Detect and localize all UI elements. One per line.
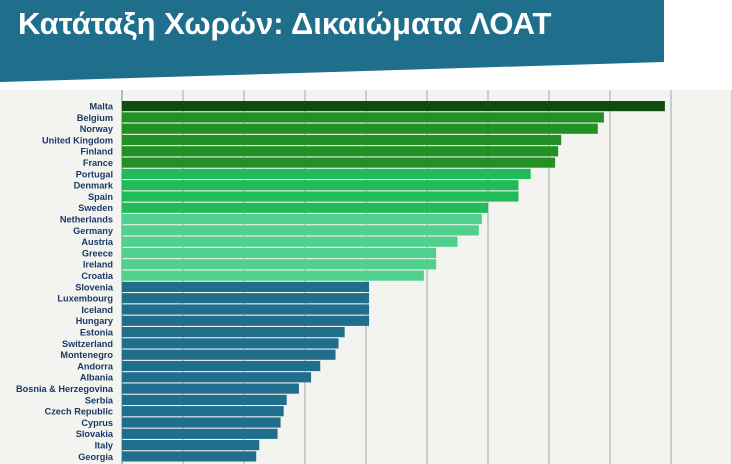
bar <box>122 236 458 247</box>
category-label: Greece <box>82 248 113 258</box>
bar <box>122 406 284 417</box>
bar <box>122 293 370 304</box>
category-label: Switzerland <box>62 339 113 349</box>
category-label: Czech Republic <box>45 407 113 417</box>
category-label: Serbia <box>85 395 114 405</box>
bar <box>122 168 531 179</box>
category-label: Montenegro <box>60 350 113 360</box>
category-label: Luxembourg <box>57 294 113 304</box>
category-label: Norway <box>80 124 114 134</box>
bar <box>122 134 562 146</box>
bar <box>122 327 345 338</box>
bar <box>122 214 482 225</box>
category-label: Germany <box>73 226 114 236</box>
category-label: Slovenia <box>75 282 114 292</box>
title-banner <box>0 0 664 62</box>
category-label: Italy <box>95 441 114 451</box>
category-label: Iceland <box>81 305 113 315</box>
bar <box>122 101 665 112</box>
bar <box>122 281 370 292</box>
category-label: France <box>83 158 113 168</box>
bar <box>122 338 339 349</box>
category-label: Bosnia & Herzegovina <box>16 384 114 394</box>
bar <box>122 304 370 315</box>
bar <box>122 202 488 213</box>
bar <box>122 112 604 123</box>
bar <box>122 428 278 439</box>
page-title: Κατάταξη Χωρών: Δικαιώματα ΛΟΑΤ <box>18 6 552 41</box>
category-label: United Kingdom <box>42 135 113 145</box>
bar-layer <box>122 101 665 462</box>
bar <box>122 146 559 157</box>
category-label: Sweden <box>78 203 113 213</box>
bar <box>122 451 257 462</box>
bar <box>122 349 336 360</box>
bar <box>122 270 424 281</box>
bar <box>122 225 479 236</box>
bar <box>122 259 437 270</box>
category-label: Andorra <box>77 361 114 371</box>
category-label: Ireland <box>83 260 113 270</box>
bar <box>122 417 281 428</box>
title-banner-tail <box>0 62 664 82</box>
category-label: Cyprus <box>81 418 113 428</box>
category-label: Estonia <box>80 328 114 338</box>
bar <box>122 180 519 191</box>
bar <box>122 394 287 405</box>
bar <box>122 191 519 202</box>
category-label: Belgium <box>77 113 113 123</box>
category-label: Austria <box>81 237 114 247</box>
bar <box>122 383 299 394</box>
category-label: Croatia <box>81 271 114 281</box>
category-label: Finland <box>80 147 113 157</box>
category-label: Spain <box>88 192 113 202</box>
category-label: Georgia <box>78 452 114 462</box>
bar <box>122 372 312 383</box>
category-label: Slovakia <box>76 429 114 439</box>
bar <box>122 247 437 259</box>
category-label: Denmark <box>74 181 114 191</box>
chart-area: Malta Belgium Norway United Kingdom Finland F… <box>0 90 732 464</box>
bar <box>122 440 260 451</box>
category-label: Netherlands <box>60 215 113 225</box>
bar <box>122 360 321 372</box>
category-label: Albania <box>80 373 114 383</box>
category-label: Malta <box>90 102 114 112</box>
category-label: Portugal <box>76 169 113 179</box>
bar <box>122 315 370 326</box>
bar <box>122 157 556 168</box>
category-label: Hungary <box>76 316 114 326</box>
bar <box>122 123 598 134</box>
